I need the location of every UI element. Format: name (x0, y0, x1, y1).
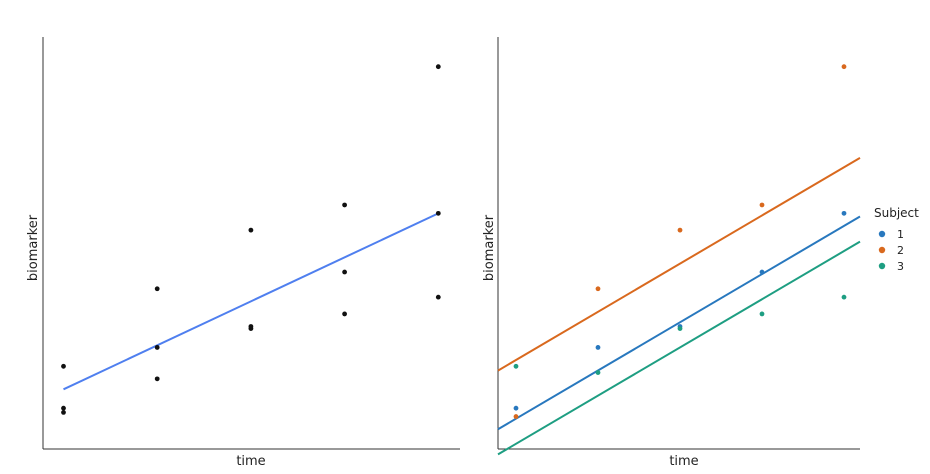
left-data-point (435, 294, 441, 300)
right-points-group (513, 64, 847, 419)
left-data-point (154, 376, 160, 382)
left-data-point (248, 324, 254, 329)
data-point-subject-1 (841, 210, 847, 216)
legend-label-subject-1: 1 (897, 228, 904, 241)
fit-line-subject-3 (497, 240, 861, 456)
right-fit-lines-group (497, 157, 861, 456)
left-data-point (61, 363, 66, 369)
left-y-axis-title: biomarker (26, 214, 41, 281)
fit-line-subject-1 (497, 215, 861, 431)
legend-items: 1 2 3 (878, 228, 904, 273)
data-point-subject-1 (513, 405, 519, 411)
data-point-subject-2 (841, 64, 847, 70)
legend-title: Subject (874, 206, 919, 220)
left-panel: time biomarker (26, 37, 460, 469)
left-data-point (435, 210, 441, 216)
left-data-point (342, 269, 347, 275)
left-data-point (248, 227, 254, 233)
data-point-subject-3 (595, 370, 601, 375)
legend-swatch-subject-3 (878, 262, 886, 270)
legend-label-subject-3: 3 (897, 260, 904, 273)
legend-label-subject-2: 2 (897, 244, 904, 257)
legend: Subject 1 2 3 (874, 206, 919, 273)
right-y-axis-title: biomarker (482, 214, 497, 281)
left-data-point (342, 202, 347, 208)
legend-swatch-subject-1 (878, 230, 886, 238)
right-x-axis-title: time (669, 454, 698, 469)
data-point-subject-2 (677, 227, 683, 233)
left-fit-line (63, 212, 439, 391)
data-point-subject-3 (841, 294, 847, 300)
data-point-subject-3 (513, 363, 519, 369)
left-data-point (342, 311, 347, 317)
left-points-group (61, 64, 441, 415)
data-point-subject-1 (759, 269, 765, 275)
left-data-point (435, 64, 441, 70)
fit-line-subject-2 (497, 157, 861, 372)
left-fit-line-group (63, 212, 439, 391)
left-data-point (154, 286, 160, 292)
data-point-subject-3 (677, 326, 683, 331)
data-point-subject-3 (759, 311, 765, 317)
left-data-point (154, 345, 160, 350)
legend-swatch-subject-2 (878, 246, 886, 254)
data-point-subject-2 (595, 286, 601, 292)
left-data-point (61, 405, 66, 411)
data-point-subject-2 (513, 414, 519, 419)
data-point-subject-2 (759, 202, 765, 208)
data-point-subject-1 (595, 345, 601, 350)
right-panel: time biomarker (482, 37, 861, 469)
left-x-axis-title: time (236, 454, 265, 469)
left-data-point (61, 409, 66, 415)
